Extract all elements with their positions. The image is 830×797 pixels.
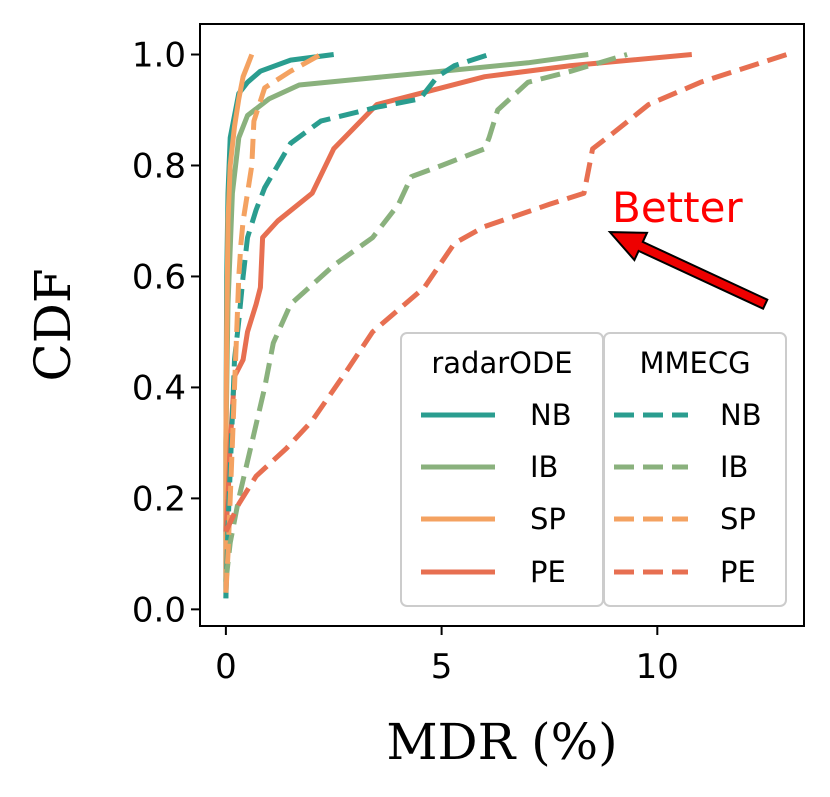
y-tick-label: 0.8 <box>132 146 186 186</box>
legend-label-mmecg-ib: IB <box>720 450 748 484</box>
series-radarode-sp <box>223 53 255 593</box>
legend-label-radarode-nb: NB <box>530 398 572 432</box>
legend: radarODE MMECG NB IB SP PE NB IB SP PE <box>400 332 787 607</box>
series-mmecg-sp <box>223 52 323 593</box>
legend-title-mmecg: MMECG <box>639 346 750 380</box>
better-annotation: Better <box>607 183 769 311</box>
series-mmecg-nb <box>223 52 490 599</box>
better-arrow <box>607 231 769 311</box>
better-label: Better <box>612 183 743 232</box>
legend-entries: NB IB SP PE NB IB SP PE <box>421 398 762 589</box>
x-tick-label: 5 <box>431 647 453 687</box>
legend-title-radarode: radarODE <box>431 346 572 380</box>
axis-ticks: 0 5 10 0.0 0.2 0.4 0.6 0.8 1.0 <box>132 36 679 687</box>
y-tick-label: 1.0 <box>132 36 186 76</box>
y-tick-label: 0.2 <box>132 479 186 519</box>
series-mmecg-pe <box>223 52 788 533</box>
legend-label-mmecg-pe: PE <box>720 555 756 589</box>
plot-frame <box>199 23 805 627</box>
y-tick-label: 0.0 <box>132 590 186 630</box>
y-tick-label: 0.6 <box>132 257 186 297</box>
y-axis-title: CDF <box>24 268 82 381</box>
legend-box-mmecg <box>603 332 787 607</box>
legend-label-mmecg-sp: SP <box>720 502 756 536</box>
legend-label-radarode-sp: SP <box>530 502 566 536</box>
y-tick-label: 0.4 <box>132 368 186 408</box>
legend-label-mmecg-nb: NB <box>720 398 762 432</box>
legend-label-radarode-ib: IB <box>530 450 558 484</box>
x-tick-label: 10 <box>636 647 679 687</box>
x-tick-label: 0 <box>215 647 237 687</box>
series-radarode-pe <box>223 52 693 532</box>
x-axis-title: MDR (%) <box>386 713 617 771</box>
legend-label-radarode-pe: PE <box>530 555 566 589</box>
series-mmecg-ib <box>223 52 628 582</box>
series-layer <box>223 52 788 599</box>
